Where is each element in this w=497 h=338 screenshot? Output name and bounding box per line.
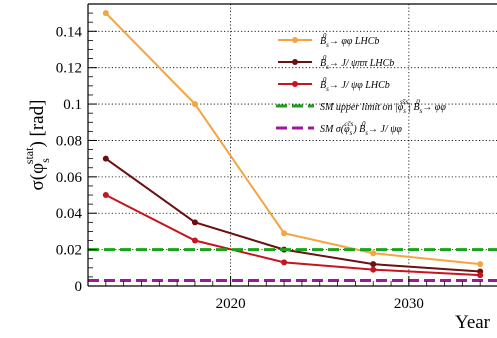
tick-labels: 0 0.02 0.04 0.06 0.08 0.1 0.12 0.14 2020 2030 [56,24,424,312]
legend-entry: SM σ(φscc̄s) Bs0 → J/ ψφ [276,120,402,137]
y-tick-label: 0.06 [56,170,83,186]
x-tick-label: 2020 [216,296,246,312]
y-tick-label: 0.12 [56,61,82,77]
legend-label: SM σ(φscc̄s) Bs0 → J/ ψφ [320,120,402,137]
data-point [191,101,198,108]
data-point [191,237,198,244]
data-point [102,155,109,162]
y-tick-label: 0.08 [56,133,82,149]
legend-marker [292,81,298,87]
y-tick-label: 0.1 [63,97,82,113]
y-tick-label: 0 [75,279,83,295]
axis-ticks [88,12,481,287]
legend-label: SM upper limit on |φsss̄s| Bs0 → φφ [320,98,446,115]
y-tick-label: 0.14 [56,24,83,40]
data-point [370,250,377,257]
legend-marker [292,59,298,65]
series-3 [102,192,484,279]
legend-entry: Bs0 → φφ LHCb [278,32,379,49]
data-point [102,10,109,17]
data-point [370,266,377,273]
y-tick-label: 0.02 [56,243,82,259]
legend-entry: Bs0 → J/ ψφ LHCb [278,76,390,93]
plot-frame [87,3,497,287]
grid [88,4,497,286]
data-point [102,192,109,199]
legend-label: Bs0 → J/ ψφ LHCb [320,76,390,93]
data-point [281,259,288,266]
x-axis-label: Year [455,312,491,333]
legend-entry: SM upper limit on |φsss̄s| Bs0 → φφ [276,98,446,115]
data-point [191,219,198,226]
series-1 [102,10,484,268]
legend-label: Bs0 → φφ LHCb [320,32,379,49]
x-tick-label: 2030 [394,296,424,312]
y-axis-label: σ(φsstat) [rad] [22,100,52,191]
data-point [281,230,288,237]
data-point [370,261,377,268]
series-line [105,157,481,273]
data-point [477,261,484,268]
legend-entry: Bs0 → J/ ψππ LHCb [278,54,394,71]
legend-marker [292,37,298,43]
legend: Bs0 → φφ LHCb Bs0 → J/ ψππ LHCb Bs0 → J/ ψ… [276,32,446,137]
series-line [105,12,481,266]
series-2 [102,155,484,275]
legend-label: Bs0 → J/ ψππ LHCb [320,54,394,71]
data-point [477,272,484,279]
y-tick-label: 0.04 [56,206,83,222]
series-layer [88,10,497,283]
